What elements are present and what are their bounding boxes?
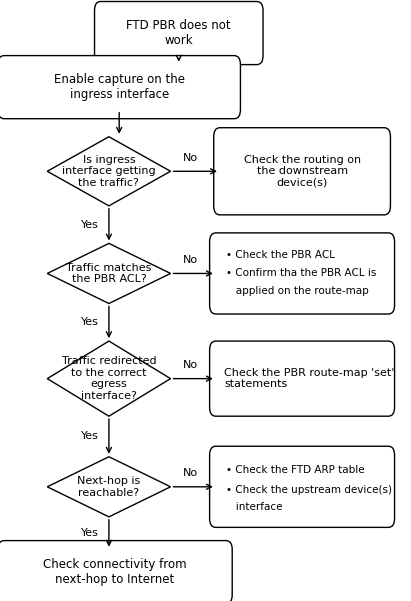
FancyBboxPatch shape [95, 2, 263, 65]
FancyBboxPatch shape [214, 128, 390, 215]
Text: No: No [183, 468, 198, 478]
Text: Enable capture on the
ingress interface: Enable capture on the ingress interface [54, 73, 185, 101]
Text: Yes: Yes [81, 317, 99, 328]
Text: • Check the PBR ACL: • Check the PBR ACL [226, 251, 335, 260]
Polygon shape [47, 457, 171, 517]
Polygon shape [47, 243, 171, 304]
Text: Traffic redirected
to the correct
egress
interface?: Traffic redirected to the correct egress… [62, 356, 156, 401]
Text: Is ingress
interface getting
the traffic?: Is ingress interface getting the traffic… [62, 154, 156, 188]
Text: Traffic matches
the PBR ACL?: Traffic matches the PBR ACL? [66, 263, 152, 284]
Text: Yes: Yes [81, 432, 99, 442]
Text: Check connectivity from
next-hop to Internet: Check connectivity from next-hop to Inte… [43, 558, 187, 586]
FancyBboxPatch shape [210, 233, 395, 314]
FancyBboxPatch shape [0, 541, 232, 601]
Polygon shape [47, 137, 171, 206]
Text: FTD PBR does not
work: FTD PBR does not work [127, 19, 231, 47]
Text: Next-hop is
reachable?: Next-hop is reachable? [77, 476, 141, 498]
Text: • Confirm tha the PBR ACL is: • Confirm tha the PBR ACL is [226, 269, 376, 278]
Text: • Check the FTD ARP table: • Check the FTD ARP table [226, 465, 365, 475]
Text: Yes: Yes [81, 219, 99, 230]
Text: No: No [183, 255, 198, 265]
FancyBboxPatch shape [210, 341, 395, 416]
Text: applied on the route-map: applied on the route-map [226, 287, 369, 296]
Text: Yes: Yes [81, 528, 99, 538]
Text: No: No [183, 360, 198, 370]
Text: interface: interface [226, 502, 282, 511]
FancyBboxPatch shape [210, 446, 395, 528]
FancyBboxPatch shape [0, 55, 240, 119]
Text: No: No [183, 153, 198, 163]
Text: • Check the upstream device(s): • Check the upstream device(s) [226, 485, 392, 495]
Polygon shape [47, 341, 171, 416]
Text: Check the PBR route-map 'set'
statements: Check the PBR route-map 'set' statements [224, 368, 395, 389]
Text: Check the routing on
the downstream
device(s): Check the routing on the downstream devi… [244, 154, 360, 188]
